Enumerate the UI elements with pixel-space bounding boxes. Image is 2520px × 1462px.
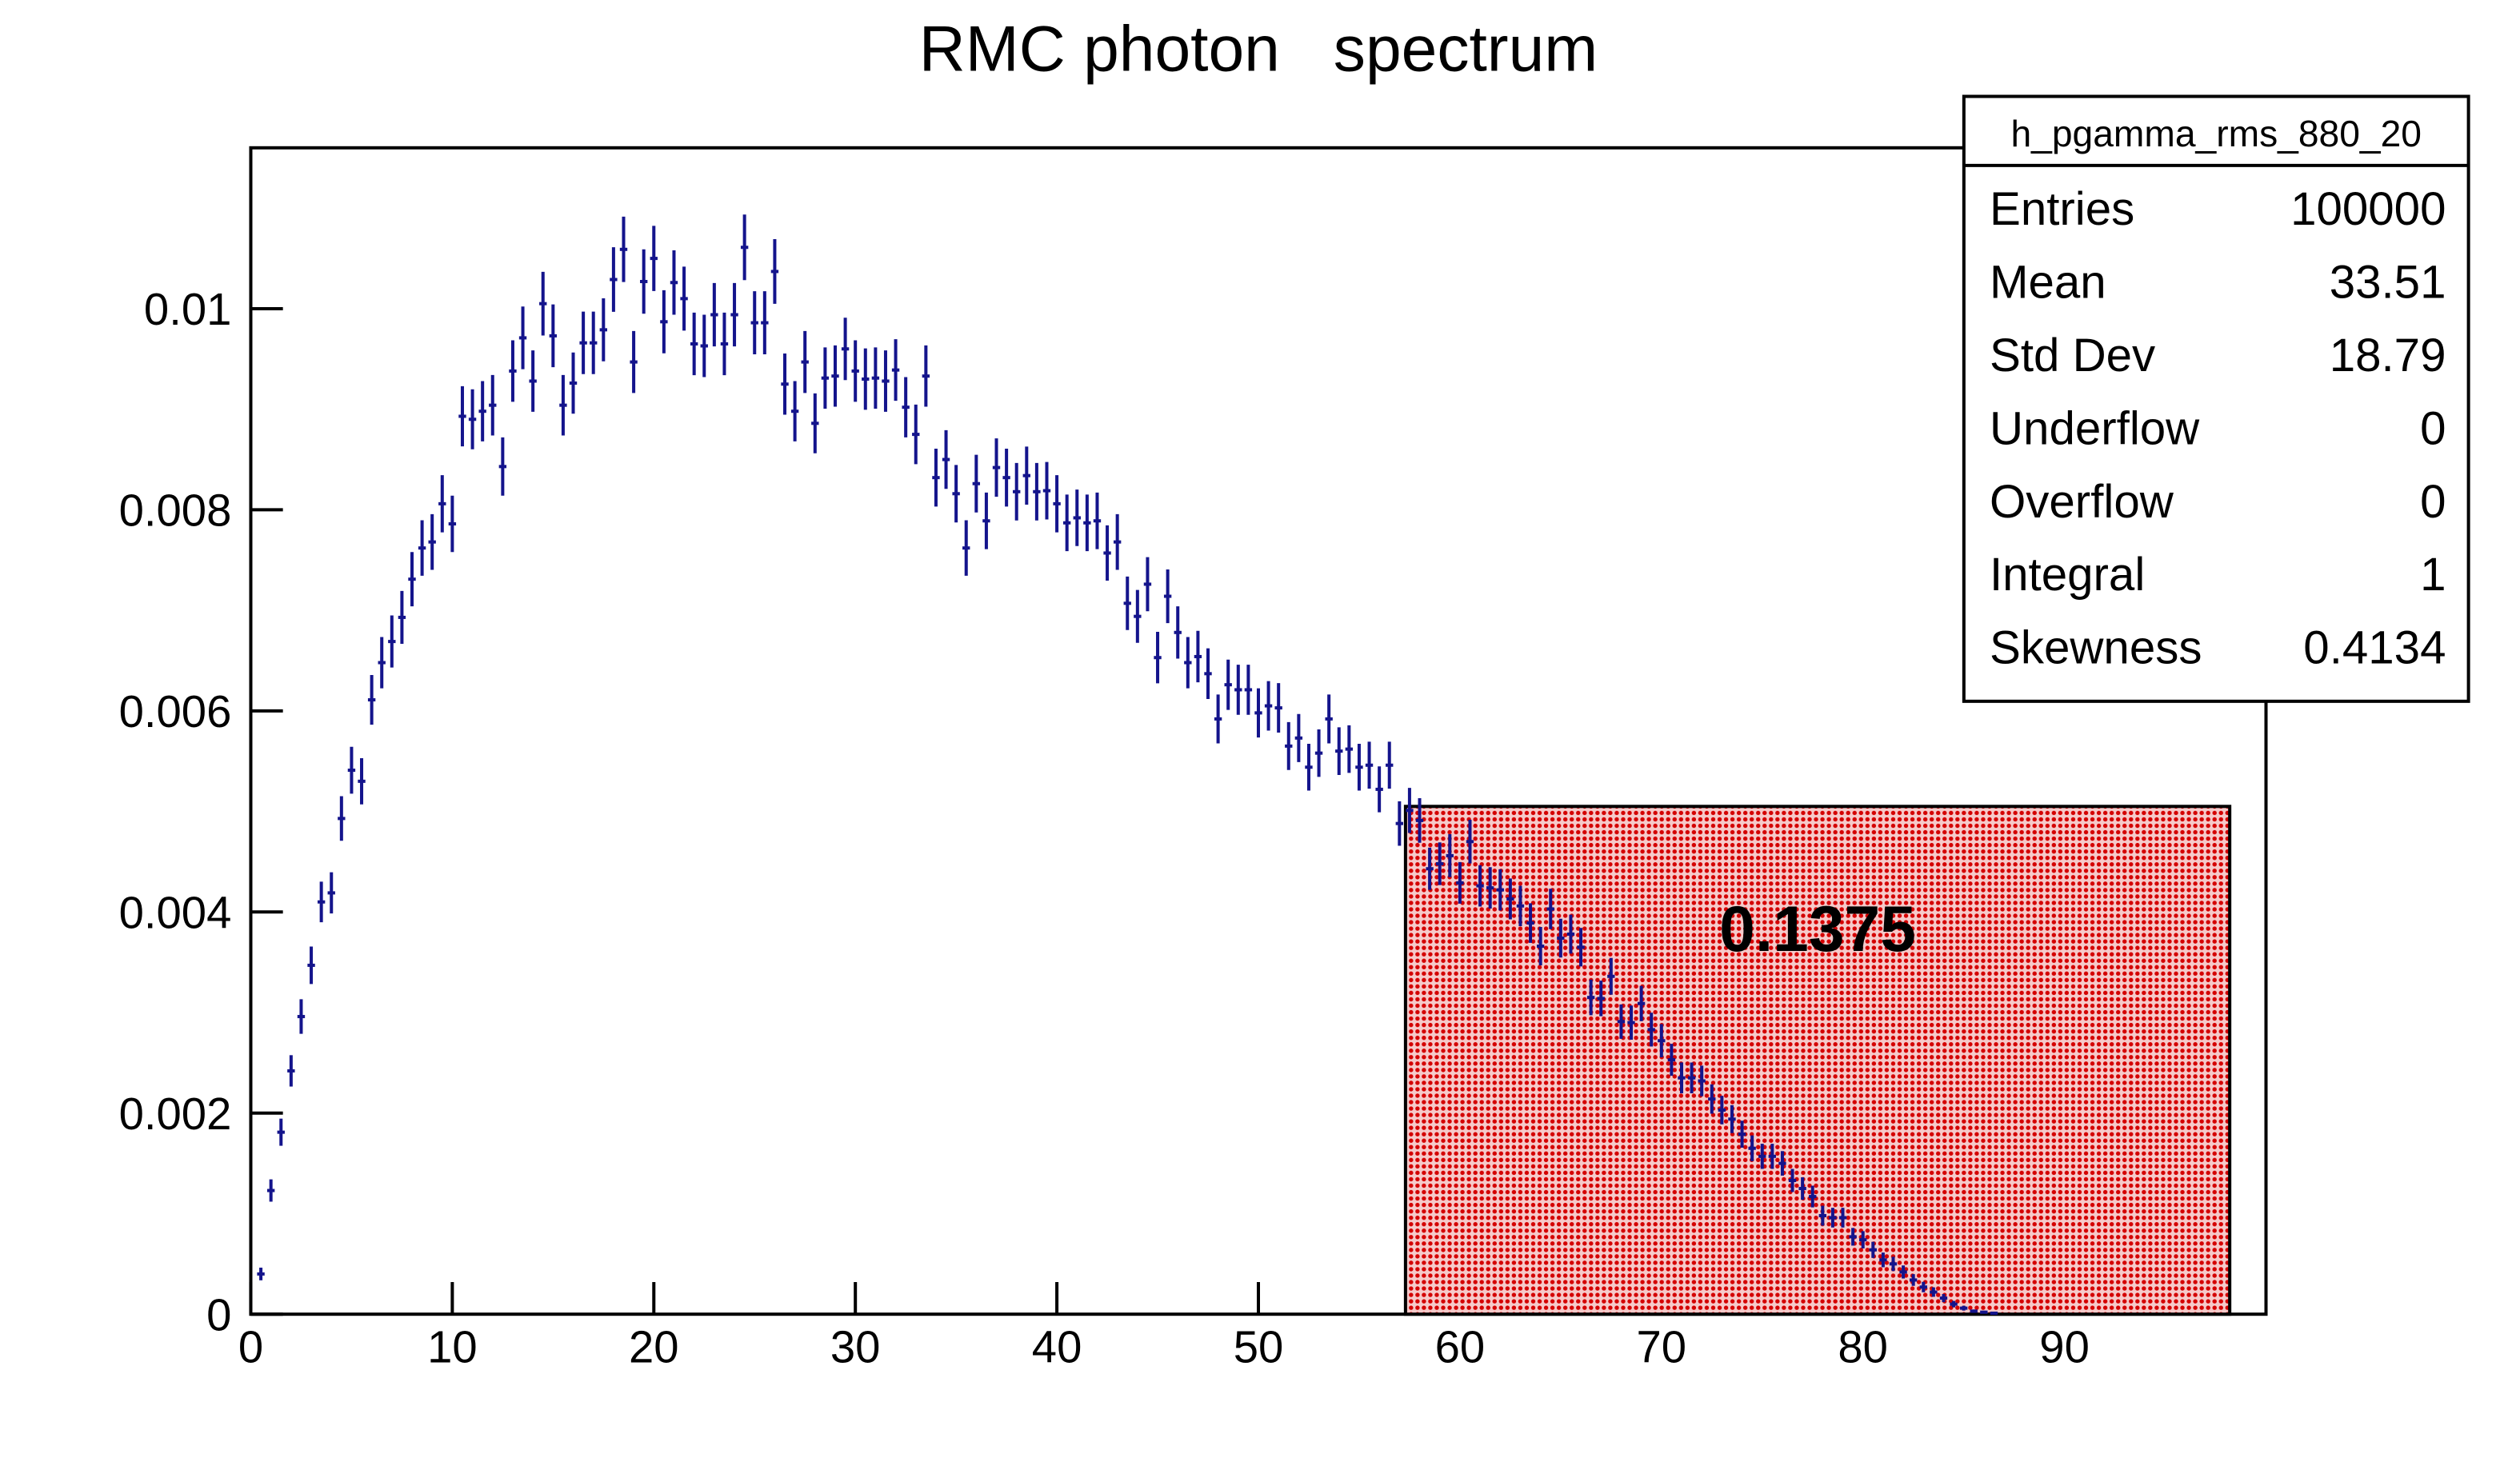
stats-label: Std Dev [1990,330,2155,381]
y-tick-label: 0.008 [119,485,232,535]
stats-value: 0.4134 [2303,622,2446,674]
stats-name: h_pgamma_rms_880_20 [2010,113,2422,154]
x-tick-label: 80 [1838,1321,1888,1372]
stats-value: 33.51 [2330,257,2446,309]
highlight-region [1403,805,2232,1316]
stats-value: 0 [2420,402,2446,454]
stats-label: Underflow [1990,402,2200,454]
y-tick-label: 0.002 [119,1089,232,1139]
stats-label: Integral [1990,549,2145,601]
stats-label: Skewness [1990,622,2202,674]
x-tick-label: 70 [1637,1321,1687,1372]
stats-value: 18.79 [2330,330,2446,381]
stats-value: 1 [2420,549,2446,601]
x-tick-label: 90 [2039,1321,2090,1372]
x-tick-label: 20 [629,1321,679,1372]
stats-label: Overflow [1990,476,2174,528]
x-tick-label: 40 [1032,1321,1082,1372]
y-tick-label: 0.004 [119,887,232,937]
chart-title: RMC photon spectrum [919,13,1598,85]
stats-box [1962,94,2470,703]
stats-value: 100000 [2290,183,2446,235]
stats-label: Entries [1990,183,2134,235]
highlight-label: 0.1375 [1719,893,1916,965]
x-tick-label: 60 [1435,1321,1486,1372]
y-tick-label: 0.006 [119,686,232,737]
y-tick-label: 0 [206,1289,231,1340]
x-tick-label: 10 [427,1321,478,1372]
stats-value: 0 [2420,476,2446,528]
x-tick-label: 50 [1234,1321,1284,1372]
x-tick-label: 30 [830,1321,881,1372]
y-tick-label: 0.01 [144,284,231,334]
x-tick-label: 0 [238,1321,263,1372]
stats-label: Mean [1990,257,2106,309]
